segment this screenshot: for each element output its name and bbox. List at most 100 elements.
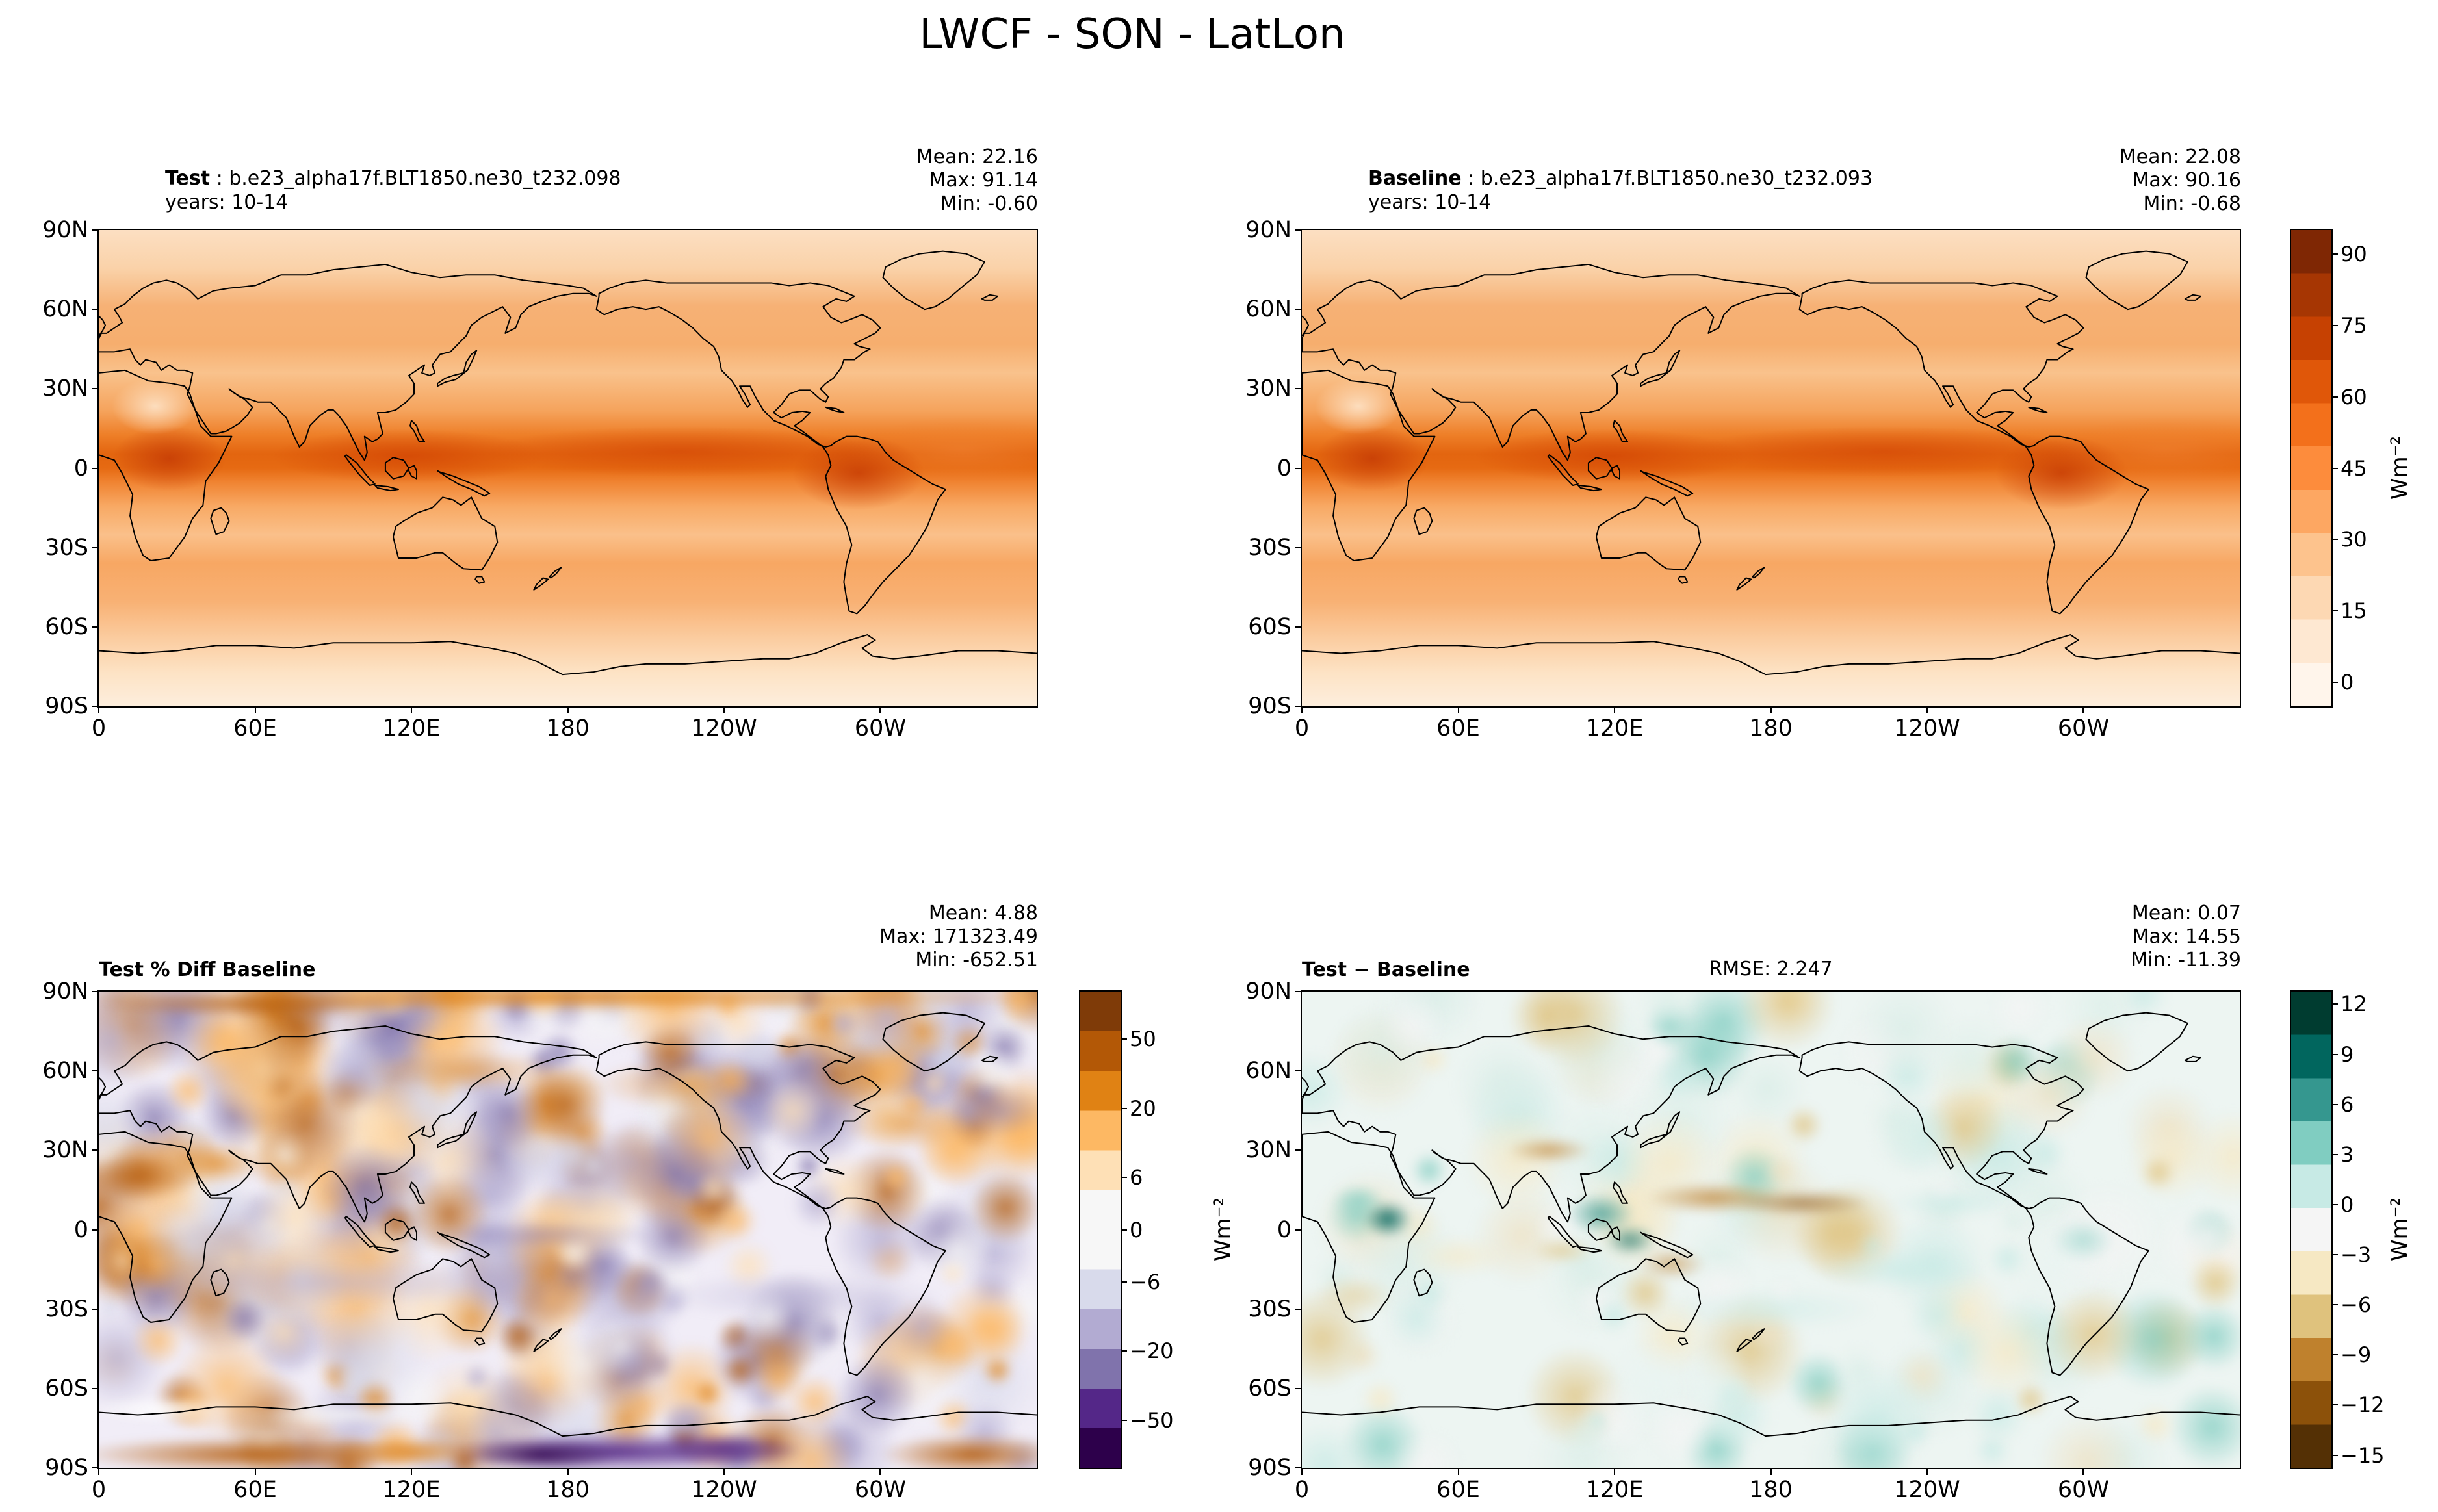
colorbar-tick-mark	[2331, 1354, 2338, 1356]
colorbar-tick-mark	[2331, 1404, 2338, 1406]
colorbar-tick-label: 3	[2341, 1142, 2354, 1167]
y-axis-tick-label: 90N	[1245, 979, 1291, 1005]
diff-rmse: RMSE: 2.247	[1709, 958, 1833, 980]
y-axis-tick-mark	[1295, 388, 1302, 390]
y-axis-tick-mark	[92, 1070, 99, 1072]
test-map: 0 60E 120E 180 120W 60W 90N 60N 30N 0 30S 60S 90S	[42, 217, 1038, 741]
y-axis-tick-label: 60N	[42, 1058, 88, 1084]
x-axis-tick-label: 120E	[1585, 1477, 1644, 1503]
x-axis-tick-mark	[1770, 706, 1772, 713]
x-axis-tick-label: 60E	[233, 1477, 277, 1503]
x-axis-tick-label: 0	[91, 1477, 107, 1503]
colorbar-tick-mark	[2331, 1254, 2338, 1256]
pct-diff-mean: Mean: 4.88	[928, 902, 1038, 925]
colorbar-tick-label: 15	[2341, 598, 2367, 624]
figure-title: LWCF - SON - LatLon	[919, 10, 1345, 58]
pct-diff-field	[99, 992, 1037, 1468]
colorbar-tick-label: 0	[2341, 1192, 2354, 1217]
coastlines	[1302, 230, 2240, 706]
x-axis-tick-label: 120E	[382, 1477, 441, 1503]
baseline-stats: Mean: 22.08 Max: 90.16 Min: -0.68	[2120, 146, 2241, 216]
colorbar-tick-label: 45	[2341, 455, 2367, 481]
y-axis-tick-mark	[1295, 467, 1302, 469]
y-axis-tick-label: 0	[1277, 455, 1291, 481]
y-axis-tick-label: 90N	[42, 217, 88, 243]
x-axis-tick-mark	[879, 706, 881, 713]
y-axis-tick-mark	[92, 626, 99, 628]
test-years: years: 10-14	[165, 191, 289, 214]
x-axis-tick-label: 120W	[691, 715, 757, 741]
colorbar-tick-label: 50	[1130, 1027, 1156, 1052]
x-axis-tick-label: 60W	[2057, 1477, 2110, 1503]
y-axis-tick-label: 0	[73, 455, 88, 481]
test-max: Max: 91.14	[929, 169, 1038, 192]
test-min: Min: -0.60	[940, 192, 1039, 215]
y-axis-tick-label: 60S	[45, 613, 88, 640]
colorbar-tick-label: −6	[1130, 1270, 1161, 1295]
colorbar-tick-label: −12	[2341, 1392, 2385, 1418]
colorbar-tick-label: 12	[2341, 992, 2367, 1017]
y-axis-tick-mark	[1295, 1467, 1302, 1468]
colorbar-tick-label: 6	[2341, 1092, 2354, 1117]
colorbar-tick-label: −15	[2341, 1442, 2385, 1468]
y-axis-tick-mark	[92, 467, 99, 469]
diff-colorbar: 12 9 6 3 0 −3 −6 −9 −12 −15	[2290, 990, 2385, 1469]
diff-max: Max: 14.55	[2132, 925, 2241, 948]
colorbar-tick-mark	[1121, 1038, 1127, 1040]
y-axis-tick-mark	[92, 229, 99, 231]
y-axis-tick-label: 60S	[1248, 613, 1291, 640]
x-axis-tick-label: 60E	[1436, 715, 1480, 741]
y-axis-tick-mark	[1295, 1229, 1302, 1231]
x-axis-tick-mark	[1770, 1468, 1772, 1475]
test-label: Test	[165, 167, 211, 190]
colorbar-tick-label: 90	[2341, 241, 2367, 266]
test-mean: Mean: 22.16	[916, 146, 1038, 168]
colorbar-tick-label: −50	[1130, 1407, 1174, 1433]
y-axis-tick-mark	[1295, 229, 1302, 231]
y-axis-tick-mark	[92, 1467, 99, 1468]
y-axis-tick-label: 90N	[42, 979, 88, 1005]
x-axis-tick-label: 60W	[854, 715, 907, 741]
x-axis-tick-label: 120E	[382, 715, 441, 741]
x-axis-tick-mark	[1301, 1468, 1303, 1475]
x-axis-tick-mark	[723, 1468, 725, 1475]
x-axis-tick-label: 120W	[1894, 1477, 1960, 1503]
x-axis-tick-label: 180	[546, 1477, 590, 1503]
colorbar-tick-mark	[2331, 396, 2338, 398]
y-axis-tick-mark	[1295, 546, 1302, 548]
colorbar-tick-mark	[2331, 1203, 2338, 1205]
colorbar-tick-mark	[2331, 1153, 2338, 1155]
y-axis-tick-label: 60N	[42, 296, 88, 323]
y-axis-tick-mark	[1295, 626, 1302, 628]
y-axis-tick-label: 90S	[45, 693, 88, 719]
x-axis-tick-mark	[98, 706, 99, 713]
x-axis-tick-mark	[1457, 706, 1459, 713]
y-axis-tick-label: 90S	[45, 1455, 88, 1481]
colorbar-tick-label: 20	[1130, 1096, 1156, 1121]
y-axis-tick-mark	[1295, 1308, 1302, 1310]
x-axis-tick-mark	[567, 1468, 569, 1475]
pct-diff-colorbar: 50 20 6 0 −6 −20 −50	[1079, 990, 1174, 1469]
baseline-panel-header: Baseline : b.e23_alpha17f.BLT1850.ne30_t…	[1368, 166, 1873, 214]
colorbar-tick-mark	[2331, 1304, 2338, 1306]
y-axis-tick-mark	[1295, 991, 1302, 992]
baseline-max: Max: 90.16	[2132, 169, 2241, 192]
colorbar-tick-label: −6	[2341, 1292, 2372, 1318]
x-axis-tick-mark	[1301, 706, 1303, 713]
colorbar-tick-mark	[2331, 1103, 2338, 1105]
colorbar-tick-label: −3	[2341, 1242, 2372, 1268]
baseline-map: 0 60E 120E 180 120W 60W 90N 60N 30N 0 30S 60S 90S	[1245, 217, 2241, 741]
colorbar-tick-label: 60	[2341, 384, 2367, 409]
y-axis-tick-mark	[1295, 1070, 1302, 1072]
diff-mean: Mean: 0.07	[2131, 902, 2241, 925]
colorbar-tick-label: 0	[2341, 670, 2354, 695]
y-axis-tick-mark	[1295, 1149, 1302, 1151]
pct-diff-max: Max: 171323.49	[879, 925, 1038, 948]
x-axis-tick-label: 120E	[1585, 715, 1644, 741]
colorbar-tick-mark	[1121, 1350, 1127, 1352]
baseline-label: Baseline	[1368, 167, 1462, 190]
y-axis-tick-label: 30N	[42, 1137, 88, 1164]
y-axis-tick-label: 30S	[1248, 534, 1291, 561]
x-axis-tick-label: 60W	[2057, 715, 2110, 741]
